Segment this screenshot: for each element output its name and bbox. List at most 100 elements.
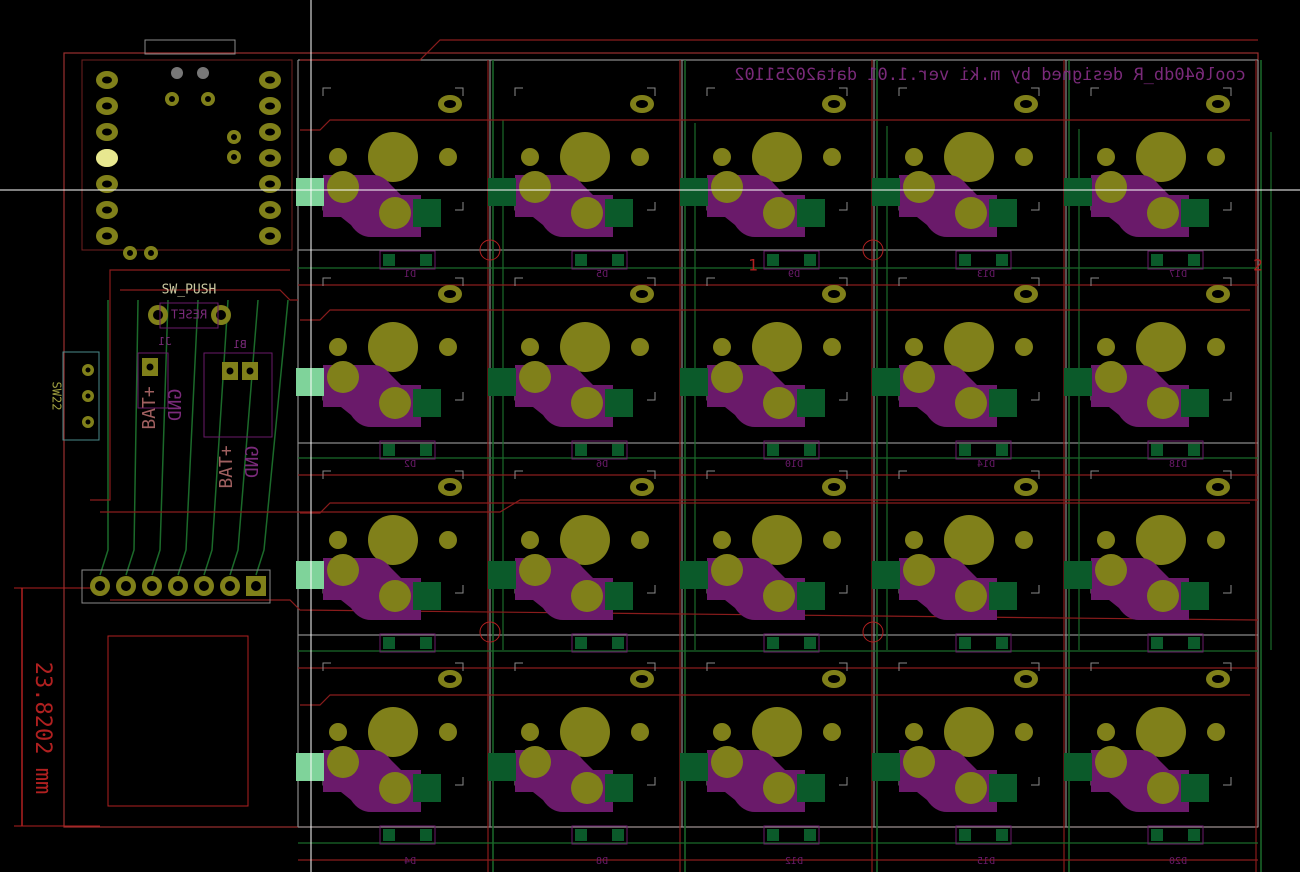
via-drill [231,134,237,140]
mount-hole [197,67,209,79]
smd-pad [296,561,324,589]
socket-pad [1095,746,1127,778]
diode-label: D2 [404,459,416,470]
smd-pad [680,561,708,589]
center-pad [752,132,802,182]
board-title: cool640db_R designed by m.ki ver.1.01 da… [734,65,1246,85]
silk-corner [1223,470,1232,479]
diode-label: D12 [785,856,803,867]
silk-corner [322,662,331,671]
socket-pad [955,772,987,804]
led-drill [1212,100,1224,108]
diode-label: D1 [404,269,416,280]
mcu-drill [265,206,275,214]
side-pad [713,531,731,549]
smd-pad [989,582,1017,610]
net-tie [479,239,501,261]
diode-pad [767,637,779,649]
led-drill [1212,290,1224,298]
diode-pad [612,444,624,456]
silk-corner [514,470,523,479]
net-tie [862,239,884,261]
mcu-drill [102,232,112,240]
side-pad [329,338,347,356]
led-drill [1020,483,1032,491]
connector-drill [226,367,234,375]
led-drill [828,483,840,491]
diode-pad [804,444,816,456]
trace [203,299,229,576]
led-drill [1020,675,1032,683]
header-outline [81,569,271,604]
silk-corner [455,777,464,786]
side-pad [823,338,841,356]
mcu-drill [265,102,275,110]
gnd-label: GND [242,446,263,479]
diode-pad [959,254,971,266]
header-drill [121,581,131,591]
diode-pad [804,254,816,266]
board: D1 D5 D9 D13 D17 D2 D6 D10 D14 D18 D4 D8 D12 D15 D20 [14,39,1272,872]
side-pad [439,148,457,166]
socket-pad [519,554,551,586]
led-drill [636,290,648,298]
diode-outline [379,440,436,460]
silk-corner [647,777,656,786]
socket-pad [763,772,795,804]
led-drill [444,290,456,298]
smd-pad [1181,774,1209,802]
center-pad [368,132,418,182]
smd-pad [1181,199,1209,227]
diode-pad [383,444,395,456]
socket-pad [955,197,987,229]
side-pad [823,723,841,741]
silk-corner [647,87,656,96]
mcu-drill [102,206,112,214]
center-pad [1136,515,1186,565]
socket-pad [571,387,603,419]
side-pad [1015,338,1033,356]
silk-corner [839,585,848,594]
smd-pad [872,178,900,206]
socket-pad [955,580,987,612]
trace [300,309,1250,321]
diode-outline [1147,825,1204,845]
diode-pad [383,254,395,266]
led-drill [636,100,648,108]
silk-corner [839,470,848,479]
smd-pad [296,178,324,206]
smd-pad [872,368,900,396]
diode-pad [959,829,971,841]
side-pad [521,723,539,741]
center-pad [944,322,994,372]
smd-pad [797,582,825,610]
smd-pad [1064,561,1092,589]
via-drill [148,250,154,256]
silk-corner [1031,392,1040,401]
trace [99,300,109,576]
sw22-label: SW22 [50,382,64,411]
net-label: 2 [1253,256,1263,275]
led-drill [444,675,456,683]
diode-pad [1151,829,1163,841]
center-pad [1136,707,1186,757]
side-pad [1015,531,1033,549]
switch-drill [153,310,163,320]
b1-label: B1 [233,338,246,351]
diode-label: D15 [977,856,995,867]
side-pad [521,148,539,166]
socket-pad [1147,387,1179,419]
side-pad [713,338,731,356]
diode-outline [571,825,628,845]
battery-outline [107,635,249,807]
silk-corner [1090,470,1099,479]
silk-corner [1090,662,1099,671]
side-pad [1097,723,1115,741]
silk-corner [839,392,848,401]
j1-outline [137,352,169,409]
mcu-drill [102,128,112,136]
center-pad [368,515,418,565]
side-pad [905,148,923,166]
side-pad [521,338,539,356]
